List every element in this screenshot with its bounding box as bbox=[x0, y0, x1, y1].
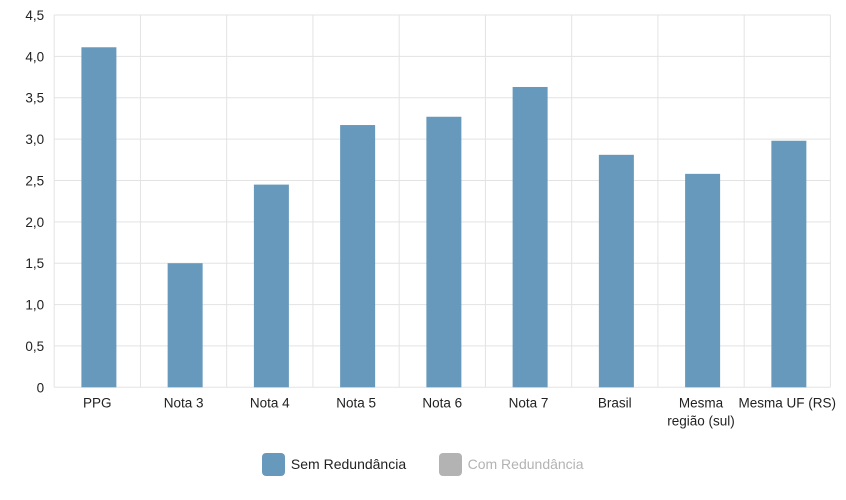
svg-text:1,5: 1,5 bbox=[25, 256, 44, 271]
svg-text:Brasil: Brasil bbox=[598, 395, 632, 410]
svg-text:3,0: 3,0 bbox=[25, 132, 44, 147]
svg-text:Nota 4: Nota 4 bbox=[250, 395, 290, 410]
svg-text:4,0: 4,0 bbox=[25, 49, 44, 64]
svg-text:0: 0 bbox=[37, 380, 45, 395]
svg-text:Nota 3: Nota 3 bbox=[164, 395, 204, 410]
svg-text:Mesma UF (RS): Mesma UF (RS) bbox=[739, 395, 837, 410]
svg-text:Nota 5: Nota 5 bbox=[336, 395, 376, 410]
svg-text:0,5: 0,5 bbox=[25, 339, 44, 354]
svg-text:1,0: 1,0 bbox=[25, 298, 44, 313]
svg-text:Mesma: Mesma bbox=[679, 395, 724, 410]
svg-text:Nota 6: Nota 6 bbox=[422, 395, 462, 410]
svg-text:2,5: 2,5 bbox=[25, 174, 44, 189]
svg-text:PPG: PPG bbox=[83, 395, 112, 410]
svg-text:Nota 7: Nota 7 bbox=[509, 395, 549, 410]
svg-text:4,5: 4,5 bbox=[25, 8, 44, 23]
svg-text:3,5: 3,5 bbox=[25, 91, 44, 106]
svg-text:2,0: 2,0 bbox=[25, 215, 44, 230]
svg-text:região (sul): região (sul) bbox=[667, 413, 735, 428]
